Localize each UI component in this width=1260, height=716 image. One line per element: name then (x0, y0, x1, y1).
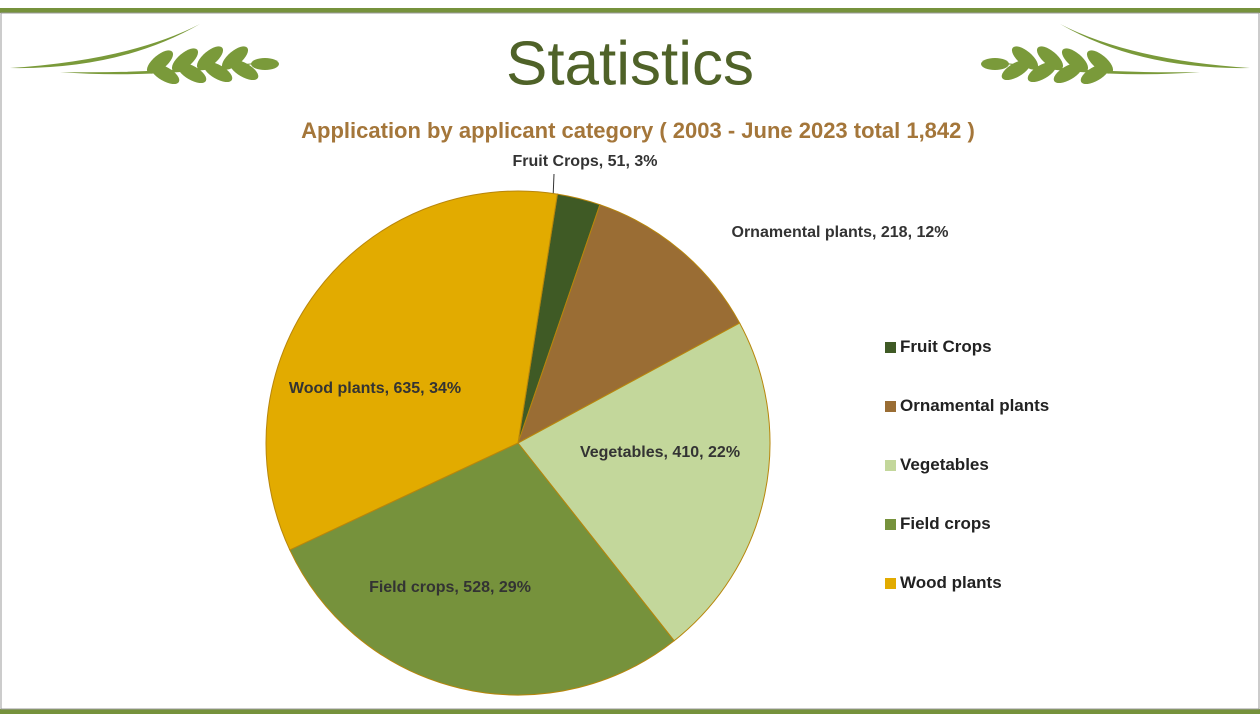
legend-item: Field crops (885, 514, 991, 534)
chart-title: Statistics (506, 29, 754, 98)
legend-swatch (885, 400, 896, 412)
legend-swatch (885, 459, 896, 471)
legend-item: Wood plants (885, 573, 1002, 593)
data-label: Fruit Crops, 51, 3% (512, 153, 658, 170)
data-label: Field crops, 528, 29% (369, 579, 531, 596)
legend-swatch (885, 577, 896, 589)
legend-label: Vegetables (900, 455, 989, 474)
wheat-right (980, 24, 1250, 85)
bottom-border (0, 709, 1260, 714)
legend-item: Fruit Crops (885, 337, 992, 357)
legend-label: Field crops (900, 514, 991, 533)
wheat-left (10, 24, 280, 85)
legend-item: Vegetables (885, 455, 989, 475)
pie-slice (265, 190, 558, 551)
frame (0, 12, 1260, 710)
legend-label: Fruit Crops (900, 337, 992, 356)
data-label: Wood plants, 635, 34% (288, 380, 462, 397)
data-label: Ornamental plants, 218, 12% (731, 224, 949, 241)
legend-item: Ornamental plants (885, 396, 1049, 416)
legend-swatch (885, 341, 896, 353)
pie-slice (517, 204, 741, 445)
data-label: Vegetables, 410, 22% (579, 444, 741, 461)
top-border (0, 8, 1260, 13)
legend-label: Wood plants (900, 573, 1002, 592)
legend-swatch (885, 518, 896, 530)
legend-label: Ornamental plants (900, 396, 1050, 415)
chart-subtitle: Application by applicant category ( 2003… (301, 118, 975, 143)
pie-slice (289, 442, 675, 696)
pie-slice (517, 322, 771, 642)
